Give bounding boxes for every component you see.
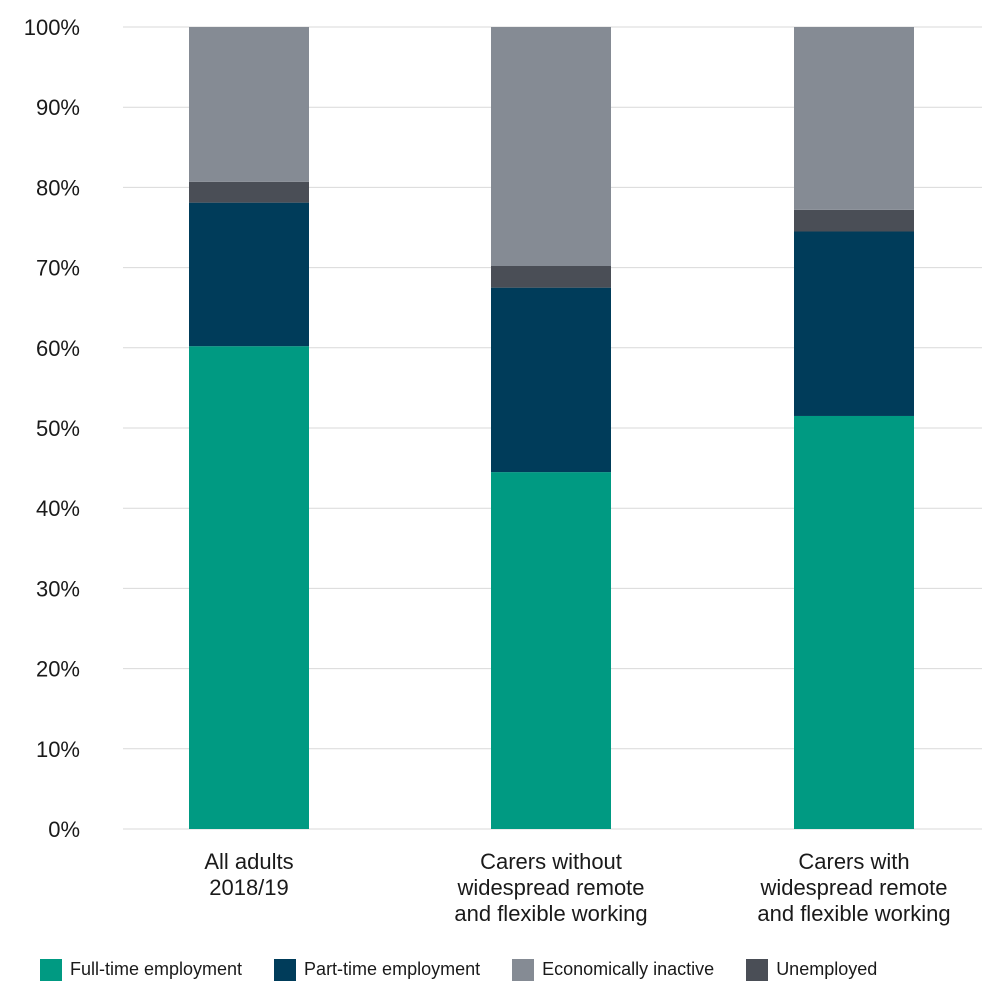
bar-full-time-employment	[491, 472, 611, 829]
legend-label: Economically inactive	[542, 959, 715, 979]
legend-item: Economically inactive	[512, 958, 715, 981]
category-label: Carers with widespread remote and flexible…	[757, 849, 950, 926]
y-tick-label: 80%	[36, 175, 80, 200]
category-label-line: Carers without	[480, 849, 622, 874]
category-label-line: widespread remote	[456, 875, 644, 900]
legend-item: Unemployed	[746, 958, 878, 981]
y-tick-label: 40%	[36, 496, 80, 521]
legend: Full-time employment Part-time employment…	[40, 958, 982, 981]
bar-full-time-employment	[189, 346, 309, 829]
category-label-line: widespread remote	[759, 875, 947, 900]
bar-economically-inactive	[794, 27, 914, 210]
bar-unemployed	[794, 209, 914, 232]
category-label: Carers without widespread remote and flexi…	[454, 849, 647, 926]
category-label-line: and flexible working	[454, 901, 647, 926]
bar-unemployed	[189, 181, 309, 203]
legend-item: Part-time employment	[274, 958, 481, 981]
y-tick-label: 90%	[36, 95, 80, 120]
y-tick-label: 60%	[36, 336, 80, 361]
legend-swatch	[746, 958, 769, 981]
legend-label: Full-time employment	[70, 959, 243, 979]
bar-part-time-employment	[794, 231, 914, 416]
category-label-line: 2018/19	[209, 875, 289, 900]
legend-label: Unemployed	[776, 959, 878, 979]
y-tick-label: 50%	[36, 416, 80, 441]
y-tick-label: 20%	[36, 657, 80, 682]
category-label-line: Carers with	[798, 849, 909, 874]
bar-part-time-employment	[491, 287, 611, 473]
bar-full-time-employment	[794, 415, 914, 829]
bars	[189, 27, 914, 829]
y-tick-label: 100%	[24, 15, 80, 40]
category-label-line: All adults	[204, 849, 293, 874]
legend-swatch	[40, 958, 62, 981]
y-axis-tick-labels: 0% 10% 20% 30% 40% 50% 60% 70% 80% 90% 100%	[24, 15, 80, 842]
y-tick-label: 0%	[48, 817, 80, 842]
bar-economically-inactive	[189, 27, 309, 182]
legend-swatch	[512, 958, 535, 981]
legend-swatch	[274, 958, 297, 981]
category-label-line: and flexible working	[757, 901, 950, 926]
y-tick-label: 70%	[36, 256, 80, 281]
y-tick-label: 10%	[36, 737, 80, 762]
legend-label: Part-time employment	[304, 959, 481, 979]
bar-part-time-employment	[189, 202, 309, 347]
bar-economically-inactive	[491, 27, 611, 266]
stacked-bar-chart: 0% 10% 20% 30% 40% 50% 60% 70% 80% 90% 100% All ad…	[24, 15, 982, 926]
bar-unemployed	[491, 265, 611, 288]
legend-item: Full-time employment	[40, 958, 243, 981]
y-tick-label: 30%	[36, 576, 80, 601]
category-label: All adults 2018/19	[204, 849, 293, 900]
